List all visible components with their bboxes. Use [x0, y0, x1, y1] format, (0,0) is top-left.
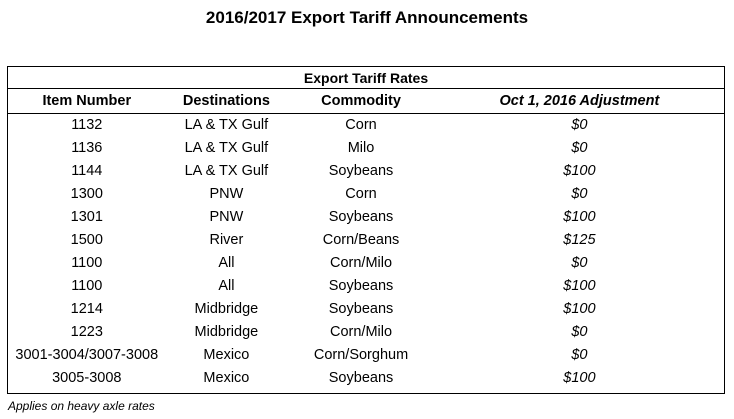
item-number-cell: 1100 [71, 278, 103, 294]
adjustment-cell: $125 [563, 232, 596, 248]
header-item-number: Item Number [42, 93, 132, 109]
adjustment-cell: $0 [571, 347, 588, 363]
adjustment-cell: $100 [563, 278, 596, 294]
table-caption: Export Tariff Rates [8, 67, 724, 89]
destination-cell: River [209, 232, 244, 248]
destination-cell: LA & TX Gulf [184, 140, 269, 156]
commodity-cell: Corn [345, 186, 377, 202]
commodity-cell: Corn/Milo [329, 255, 393, 271]
commodity-cell: Milo [347, 140, 375, 156]
commodity-cell: Soybeans [328, 209, 394, 225]
destination-cell: Midbridge [194, 324, 259, 340]
commodity-cell: Soybeans [328, 278, 394, 294]
item-number-cell: 1100 [71, 255, 103, 271]
destination-cell: Midbridge [194, 301, 259, 317]
item-number-cell: 3001-3004/3007-3008 [15, 347, 159, 363]
page-title: 2016/2017 Export Tariff Announcements [205, 8, 529, 27]
adjustment-cell: $0 [571, 140, 588, 156]
item-number-cell: 1144 [71, 163, 103, 179]
item-number-cell: 1223 [70, 324, 103, 340]
commodity-cell: Corn/Milo [329, 324, 393, 340]
item-number-cell: 1300 [70, 186, 103, 202]
commodity-cell: Soybeans [328, 301, 394, 317]
destination-cell: PNW [209, 209, 244, 225]
commodity-cell: Corn/Sorghum [313, 347, 409, 363]
table-body: 1132 LA & TX Gulf Corn $0 1136 LA & TX Gulf Mi… [8, 114, 724, 390]
table-row: 1500 River Corn/Beans $125 [8, 229, 724, 252]
adjustment-cell: $100 [563, 163, 596, 179]
table-row: 1144 LA & TX Gulf Soybeans $100 [8, 160, 724, 183]
adjustment-cell: $0 [571, 324, 588, 340]
destination-cell: PNW [209, 186, 244, 202]
header-destinations: Destinations [182, 93, 270, 109]
commodity-cell: Corn/Beans [322, 232, 400, 248]
table-row: 1132 LA & TX Gulf Corn $0 [8, 114, 724, 137]
adjustment-cell: $100 [563, 301, 596, 317]
table-row: 1136 LA & TX Gulf Milo $0 [8, 137, 724, 160]
destination-cell: Mexico [203, 370, 250, 386]
table-header-row: Item Number Destinations Commodity Oct 1… [8, 89, 724, 114]
commodity-cell: Soybeans [328, 163, 394, 179]
table-row: 1301 PNW Soybeans $100 [8, 206, 724, 229]
item-number-cell: 1136 [71, 140, 103, 156]
header-commodity: Commodity [321, 93, 401, 109]
adjustment-cell: $100 [563, 209, 596, 225]
header-adjustment: Oct 1, 2016 Adjustment [499, 93, 660, 109]
adjustment-cell: $100 [563, 370, 596, 386]
adjustment-cell: $0 [571, 186, 588, 202]
commodity-cell: Corn [345, 117, 377, 133]
tariff-table: Export Tariff Rates Item Number Destinat… [7, 66, 725, 394]
destination-cell: LA & TX Gulf [184, 117, 269, 133]
destination-cell: Mexico [203, 347, 250, 363]
destination-cell: All [218, 278, 235, 294]
adjustment-cell: $0 [571, 117, 588, 133]
item-number-cell: 1214 [70, 301, 103, 317]
item-number-cell: 1132 [71, 117, 103, 133]
destination-cell: LA & TX Gulf [184, 163, 269, 179]
footnote: Applies on heavy axle rates [8, 399, 155, 413]
table-row: 1100 All Soybeans $100 [8, 275, 724, 298]
commodity-cell: Soybeans [328, 370, 394, 386]
adjustment-cell: $0 [571, 255, 588, 271]
table-row: 1300 PNW Corn $0 [8, 183, 724, 206]
destination-cell: All [218, 255, 235, 271]
item-number-cell: 1301 [70, 209, 103, 225]
table-row: 3001-3004/3007-3008 Mexico Corn/Sorghum $0 [8, 344, 724, 367]
table-row: 1100 All Corn/Milo $0 [8, 252, 724, 275]
item-number-cell: 3005-3008 [52, 370, 122, 386]
item-number-cell: 1500 [70, 232, 103, 248]
table-row: 1214 Midbridge Soybeans $100 [8, 298, 724, 321]
table-row: 3005-3008 Mexico Soybeans $100 [8, 367, 724, 390]
table-row: 1223 Midbridge Corn/Milo $0 [8, 321, 724, 344]
